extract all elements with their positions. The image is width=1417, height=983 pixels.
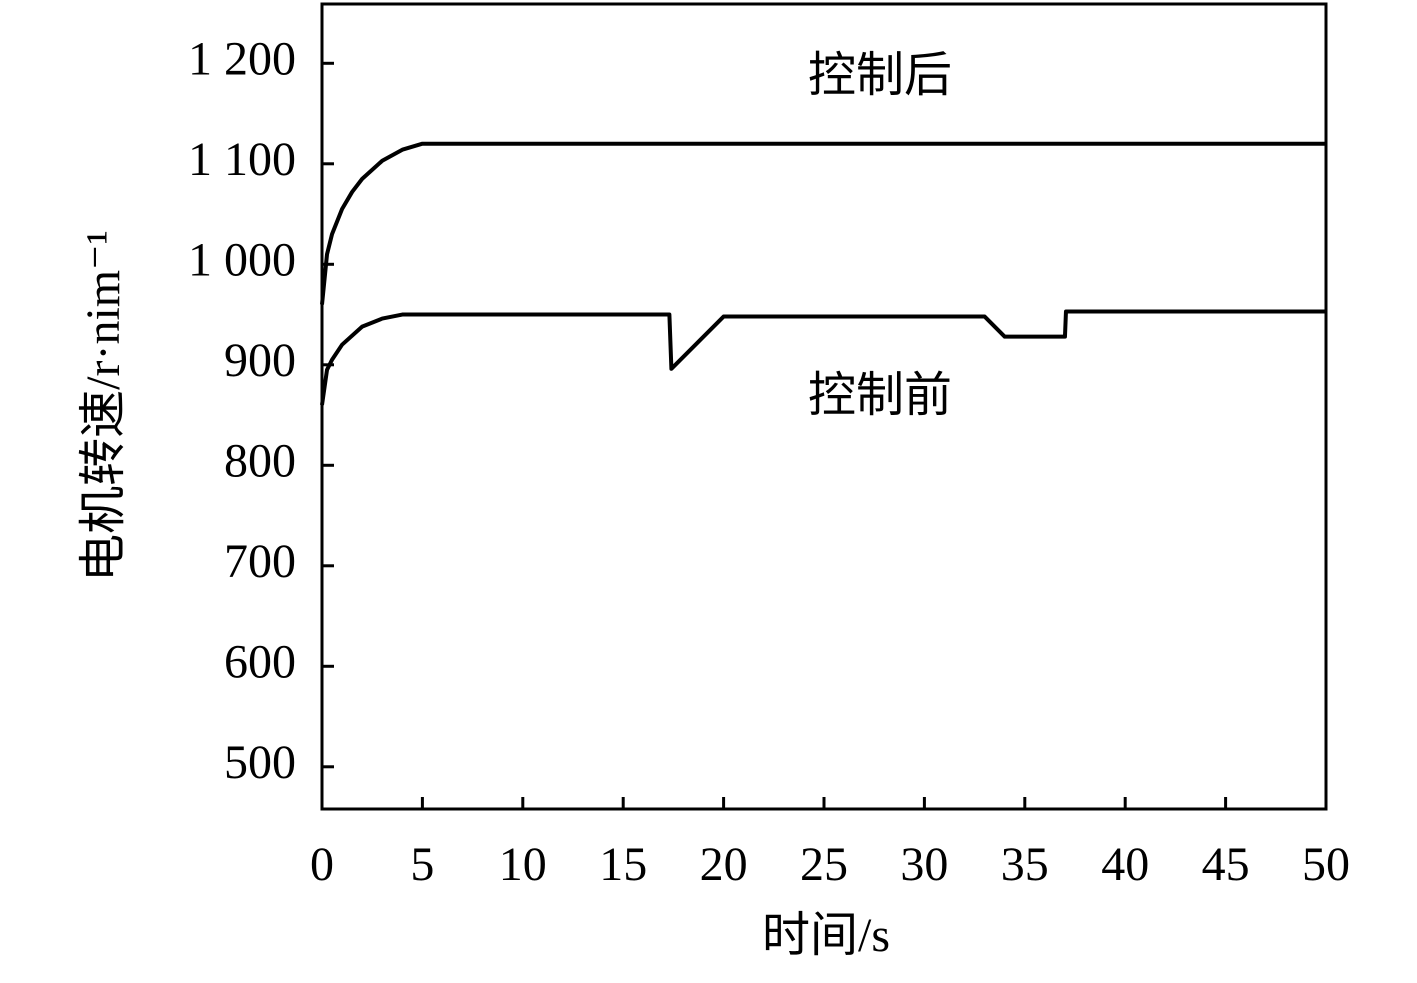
x-tick-label: 15 — [599, 838, 647, 891]
x-tick-label: 25 — [800, 838, 848, 891]
x-tick-label: 50 — [1302, 838, 1350, 891]
series-label: 控制后 — [808, 49, 952, 102]
y-tick-label: 800 — [224, 434, 296, 487]
y-tick-label: 1 000 — [188, 233, 296, 286]
y-tick-label: 500 — [224, 736, 296, 789]
line — [320, 141, 1326, 305]
x-tick-label: 5 — [410, 838, 434, 891]
y-axis-label: 电机转速/r·nim⁻¹ — [77, 230, 130, 582]
x-axis-label: 时间/s — [762, 909, 890, 962]
y-tick-label: 600 — [224, 635, 296, 688]
y-tick-label: 1 200 — [188, 32, 296, 85]
y-tick-label: 700 — [224, 535, 296, 588]
x-tick-label: 0 — [310, 838, 334, 891]
line — [320, 309, 1326, 406]
x-tick-label: 20 — [700, 838, 748, 891]
x-tick-label: 35 — [1001, 838, 1049, 891]
x-tick-label: 40 — [1101, 838, 1149, 891]
x-tick-label: 30 — [900, 838, 948, 891]
x-tick-label: 10 — [499, 838, 547, 891]
x-tick-label: 45 — [1202, 838, 1250, 891]
series-label: 控制前 — [808, 369, 952, 422]
y-tick-label: 900 — [224, 334, 296, 387]
y-tick-label: 1 100 — [188, 133, 296, 186]
